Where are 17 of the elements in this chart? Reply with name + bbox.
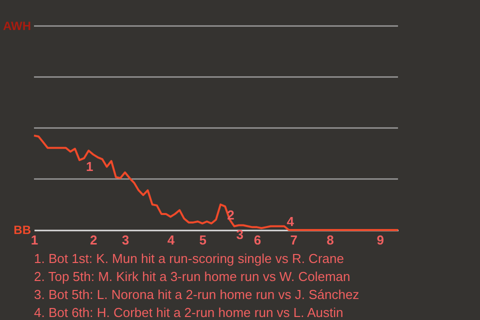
x-tick-label: 5 [199,232,206,248]
x-tick-label: 2 [90,232,98,248]
text: 3. Bot 5th: L. Norona hit a 2-run home run vs J. Sánchez [34,287,360,302]
x-tick-label: 9 [376,232,384,248]
x-tick-label: 7 [290,232,298,248]
x-tick-label: 3 [122,232,130,248]
x-tick-label: 8 [326,232,334,248]
annotation: 1 [86,159,94,174]
text: 2. Top 5th: M. Kirk hit a 3-run home run vs W. Coleman [34,269,350,284]
x-tick-label: 6 [254,232,262,248]
x-tick-label: 4 [167,232,176,248]
x-tick-label: 1 [30,232,38,248]
annotation: 4 [286,214,295,229]
text: 1. Bot 1st: K. Mun hit a run-scoring single vs R. Crane [34,251,344,266]
text: 4. Bot 6th: H. Corbet hit a 2-run home run vs L. Austin [34,305,344,320]
text: AWH [3,19,31,33]
text: BB [14,223,32,237]
